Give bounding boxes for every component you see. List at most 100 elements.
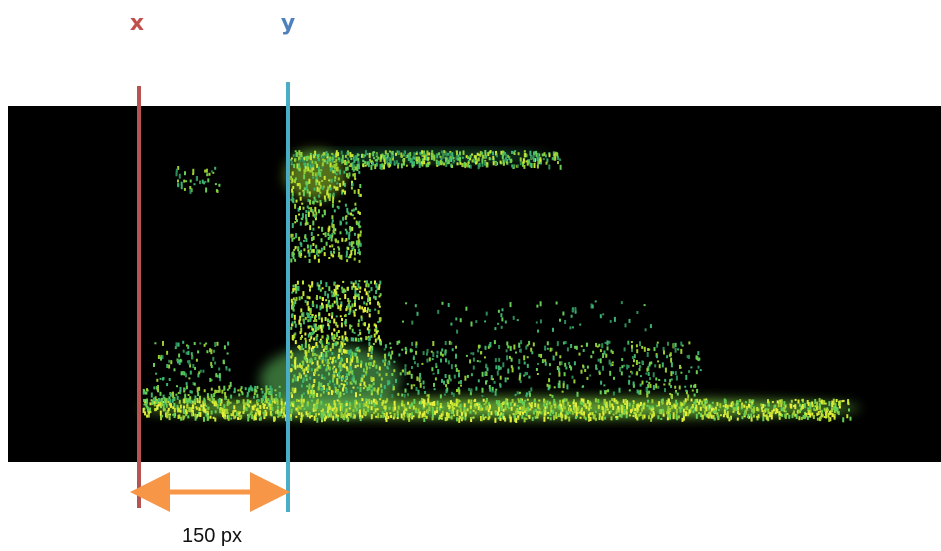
speckle: [518, 367, 520, 370]
speckle: [468, 399, 470, 403]
speckle: [232, 411, 234, 414]
speckle: [192, 364, 194, 368]
speckle: [172, 392, 174, 396]
speckle: [683, 413, 685, 416]
speckle: [747, 416, 749, 418]
speckle: [444, 351, 446, 356]
speckle: [303, 174, 305, 179]
speckle: [460, 318, 462, 322]
speckle: [640, 384, 642, 387]
speckle: [663, 347, 665, 351]
speckle: [570, 344, 572, 348]
speckle: [693, 385, 695, 388]
speckle: [312, 201, 314, 204]
speckle: [653, 385, 655, 390]
speckle: [339, 298, 341, 300]
speckle: [191, 412, 193, 416]
speckle: [314, 369, 316, 372]
speckle: [547, 412, 549, 414]
speckle: [427, 349, 429, 353]
speckle: [523, 375, 525, 377]
speckle: [790, 404, 792, 408]
speckle: [155, 400, 157, 404]
speckle: [685, 375, 687, 380]
speckle: [521, 415, 523, 419]
speckle: [197, 398, 199, 403]
speckle: [305, 350, 307, 354]
speckle: [462, 157, 464, 159]
speckle: [246, 407, 248, 411]
speckle: [341, 238, 343, 242]
speckle: [345, 229, 347, 231]
speckle: [348, 232, 350, 236]
speckle: [484, 356, 486, 358]
speckle: [310, 390, 312, 394]
speckle: [831, 407, 833, 412]
speckle: [546, 162, 548, 165]
speckle: [341, 383, 343, 385]
speckle: [617, 406, 619, 409]
speckle: [656, 405, 658, 407]
speckle: [356, 357, 358, 359]
speckle: [489, 405, 491, 409]
speckle: [346, 403, 348, 406]
speckle: [526, 160, 528, 162]
speckle: [291, 392, 293, 395]
speckle: [455, 364, 457, 367]
speckle: [397, 165, 399, 169]
speckle: [369, 358, 371, 360]
speckle: [344, 380, 346, 382]
speckle: [236, 400, 238, 404]
speckle: [536, 157, 538, 161]
speckle: [571, 315, 573, 318]
speckle: [423, 386, 425, 389]
speckle: [524, 362, 526, 365]
speckle: [519, 407, 521, 410]
speckle: [526, 412, 528, 416]
speckle: [689, 409, 691, 413]
speckle: [456, 417, 458, 421]
speckle: [222, 408, 224, 412]
speckle: [292, 171, 294, 175]
speckle: [283, 408, 285, 412]
speckle: [579, 324, 581, 326]
speckle: [344, 331, 346, 335]
speckle: [397, 393, 399, 396]
speckle: [347, 158, 349, 161]
speckle: [316, 304, 318, 308]
speckle: [194, 399, 196, 403]
speckle: [324, 210, 326, 215]
speckle: [598, 405, 600, 409]
speckle: [520, 340, 522, 344]
speckle: [490, 411, 492, 415]
speckle: [292, 388, 294, 392]
speckle: [527, 161, 529, 164]
speckle: [353, 246, 355, 249]
speckle: [804, 403, 806, 408]
speckle: [631, 372, 633, 375]
speckle: [301, 344, 303, 349]
speckle: [292, 186, 294, 189]
speckle: [515, 410, 517, 412]
speckle: [221, 390, 223, 394]
speckle: [448, 375, 450, 380]
speckle: [824, 409, 826, 412]
speckle: [359, 413, 361, 417]
speckle: [527, 407, 529, 412]
speckle: [603, 384, 605, 386]
speckle: [641, 408, 643, 412]
speckle: [694, 394, 696, 397]
speckle: [345, 240, 347, 242]
speckle: [490, 158, 492, 160]
speckle: [337, 240, 339, 243]
speckle: [272, 398, 274, 401]
speckle: [364, 288, 366, 291]
speckle: [656, 355, 658, 358]
speckle: [295, 233, 297, 238]
speckle: [332, 199, 334, 203]
speckle: [328, 403, 330, 406]
speckle: [578, 412, 580, 414]
speckle: [359, 394, 361, 396]
speckle: [518, 359, 520, 364]
speckle: [158, 398, 160, 402]
